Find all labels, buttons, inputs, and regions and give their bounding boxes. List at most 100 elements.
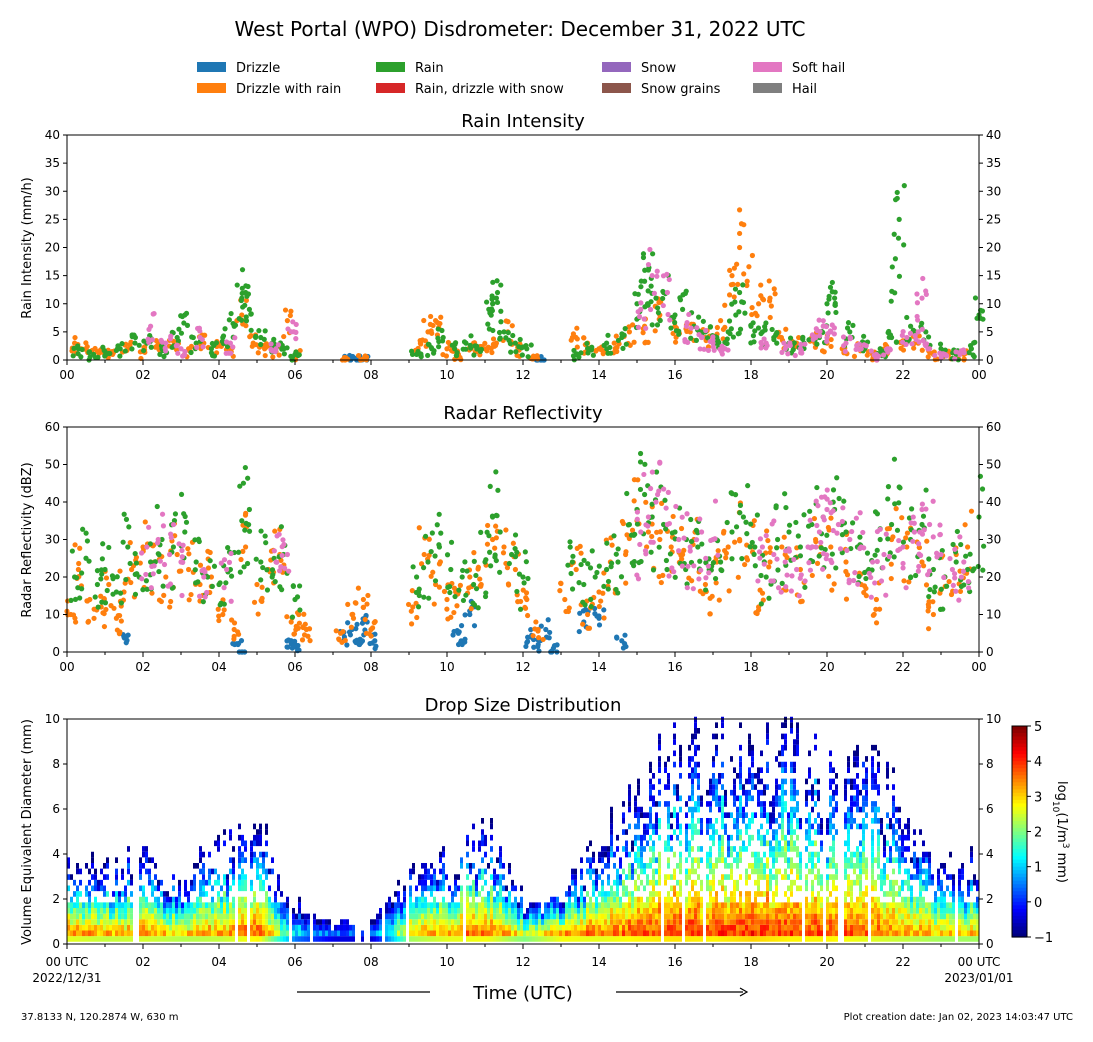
- heatmap-cell: [586, 924, 589, 931]
- data-point: [199, 336, 205, 343]
- data-point: [592, 611, 598, 617]
- data-point: [813, 498, 819, 504]
- data-point: [681, 547, 687, 553]
- heatmap-cell: [715, 908, 718, 914]
- heatmap-cell: [460, 891, 463, 897]
- heatmap-cell: [301, 930, 304, 937]
- heatmap-cell: [439, 857, 442, 863]
- data-point: [909, 341, 915, 347]
- heatmap-cell: [76, 868, 79, 875]
- heatmap-cell: [130, 879, 133, 886]
- data-point: [894, 195, 900, 201]
- heatmap-cell: [403, 891, 406, 897]
- heatmap-cell: [94, 879, 97, 886]
- heatmap-cell: [265, 924, 268, 931]
- data-point: [535, 644, 541, 650]
- data-point: [223, 580, 229, 586]
- heatmap-cell: [622, 913, 625, 920]
- heatmap-cell: [646, 829, 649, 835]
- data-point: [478, 529, 484, 535]
- data-point: [979, 486, 986, 492]
- heatmap-cell: [598, 851, 601, 858]
- data-point: [461, 639, 468, 645]
- data-point: [897, 485, 903, 491]
- heatmap-cell: [418, 874, 421, 880]
- heatmap-cell: [709, 919, 712, 925]
- heatmap-cell: [412, 936, 415, 942]
- heatmap-cell: [196, 919, 199, 925]
- data-point: [538, 623, 544, 629]
- x-tick-label: 18: [743, 368, 758, 382]
- data-point: [643, 499, 649, 505]
- data-point: [589, 548, 595, 554]
- heatmap-cell: [148, 879, 151, 886]
- heatmap-cell: [451, 908, 454, 914]
- data-point: [732, 492, 739, 498]
- data-point: [182, 529, 188, 535]
- heatmap-cell: [193, 902, 196, 908]
- data-point: [915, 568, 921, 574]
- heatmap-cell: [442, 851, 445, 858]
- heatmap-cell: [178, 913, 181, 920]
- data-point: [178, 330, 185, 336]
- data-point: [624, 490, 630, 497]
- heatmap-cell: [277, 924, 280, 931]
- heatmap-cell: [169, 936, 172, 942]
- heatmap-cell: [475, 879, 478, 886]
- heatmap-cell: [67, 863, 70, 869]
- heatmap-cell: [148, 930, 151, 937]
- heatmap-cell: [691, 733, 694, 740]
- data-point: [461, 339, 468, 345]
- data-point: [894, 527, 901, 533]
- data-point: [258, 597, 264, 604]
- data-point: [767, 545, 773, 551]
- heatmap-cell: [223, 930, 226, 937]
- heatmap-cell: [409, 902, 412, 908]
- heatmap-cell: [244, 913, 247, 920]
- heatmap-cell: [70, 902, 73, 908]
- data-point: [279, 346, 285, 352]
- heatmap-cell: [115, 896, 118, 903]
- data-point: [769, 326, 775, 333]
- heatmap-cell: [91, 857, 94, 863]
- data-point: [118, 618, 124, 624]
- heatmap-cell: [346, 936, 349, 942]
- data-point: [471, 602, 478, 608]
- heatmap-cell: [628, 795, 631, 802]
- heatmap-cell: [616, 908, 619, 914]
- data-point: [244, 560, 251, 567]
- y-tick-label: 15: [45, 269, 60, 283]
- data-point: [359, 620, 366, 626]
- heatmap-cell: [340, 919, 343, 925]
- x-tick-label: 22: [895, 368, 910, 382]
- data-point: [732, 299, 738, 305]
- heatmap-cell: [286, 936, 289, 942]
- data-point: [924, 538, 930, 544]
- heatmap-cell: [400, 913, 403, 920]
- heatmap-cell: [103, 919, 106, 925]
- data-point: [288, 308, 294, 314]
- heatmap-cell: [103, 908, 106, 914]
- heatmap-cell: [226, 885, 229, 892]
- heatmap-cell: [160, 924, 163, 931]
- data-point: [912, 333, 918, 339]
- heatmap-cell: [538, 908, 541, 914]
- heatmap-cell: [607, 846, 610, 852]
- data-point: [731, 294, 737, 300]
- data-point: [707, 324, 714, 330]
- heatmap-cell: [130, 908, 133, 914]
- data-point: [426, 595, 432, 601]
- heatmap-cell: [433, 874, 436, 880]
- heatmap-cell: [238, 924, 241, 931]
- heatmap-cell: [76, 891, 79, 897]
- data-point: [350, 615, 357, 621]
- x-tick-label: 06: [287, 368, 302, 382]
- heatmap-cell: [415, 919, 418, 925]
- heatmap-cell: [388, 924, 391, 931]
- data-point: [270, 354, 276, 360]
- heatmap-cell: [442, 896, 445, 903]
- data-point: [895, 235, 902, 241]
- data-point: [740, 299, 747, 306]
- heatmap-cell: [631, 924, 634, 931]
- heatmap-cell: [190, 919, 193, 925]
